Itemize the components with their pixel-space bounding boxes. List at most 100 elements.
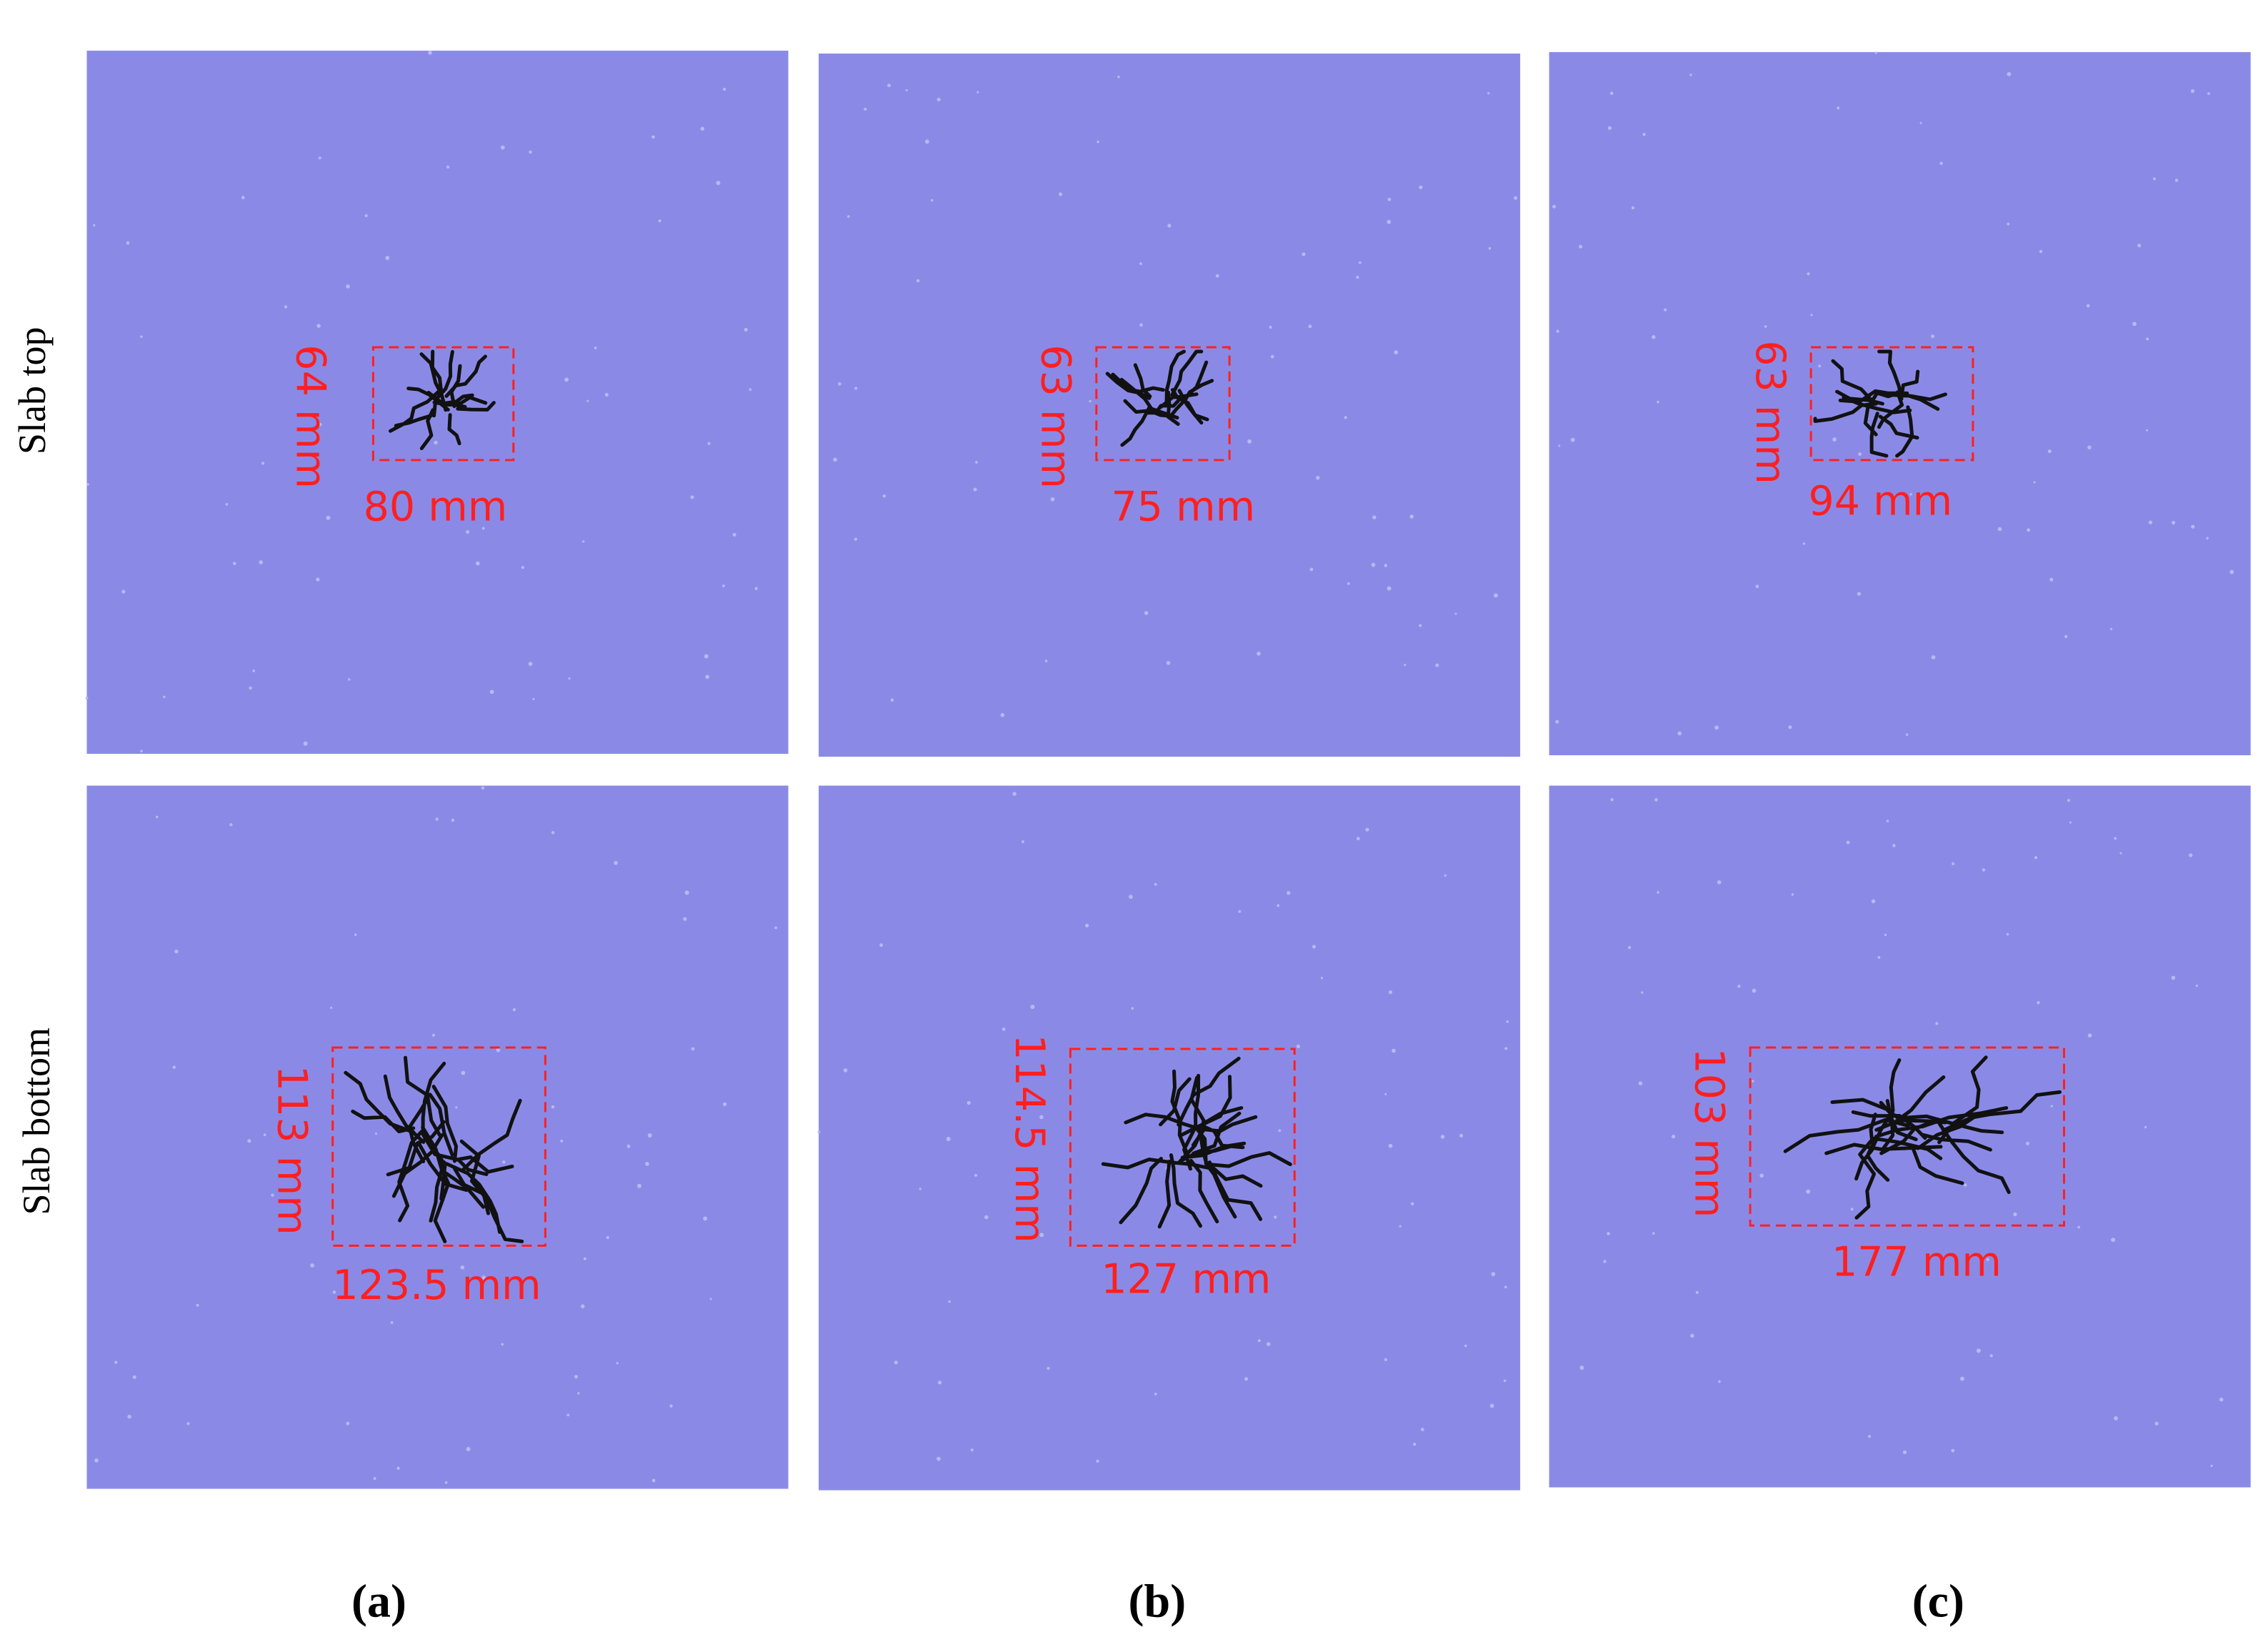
speckle [1089, 399, 1091, 403]
speckle [2067, 799, 2070, 802]
height-label: 114.5 mm [1006, 1034, 1053, 1243]
speckle [249, 686, 252, 690]
speckle [2064, 635, 2068, 638]
speckle [2174, 179, 2179, 182]
speckle [444, 1481, 448, 1484]
speckle [521, 566, 524, 569]
speckle [1788, 725, 1792, 730]
speckle [1959, 1376, 1964, 1381]
speckle [637, 1183, 641, 1188]
speckle [2027, 528, 2031, 532]
speckle [284, 305, 288, 309]
speckle [2037, 1001, 2040, 1005]
speckle [833, 457, 837, 462]
speckle [583, 1257, 586, 1260]
speckle [446, 165, 450, 169]
speckle [1874, 51, 1877, 54]
speckle [460, 1265, 465, 1270]
speckle [1579, 244, 1583, 249]
speckle [2210, 1464, 2213, 1468]
speckle [690, 495, 694, 499]
speckle [1359, 261, 1362, 264]
speckle [310, 1263, 315, 1268]
speckle [1610, 798, 1614, 802]
width-label: 75 mm [1111, 483, 1255, 530]
speckle [2229, 569, 2234, 574]
speckle [1506, 1020, 1509, 1023]
speckle [722, 584, 725, 587]
speckle [512, 1007, 516, 1012]
speckle [1982, 868, 1986, 872]
speckle [966, 1100, 971, 1105]
speckle [1989, 1354, 1993, 1358]
speckle [529, 150, 532, 154]
speckle [2191, 524, 2195, 529]
column-label: (c) [1912, 1576, 1964, 1628]
speckle [1257, 1339, 1261, 1343]
speckle [500, 145, 505, 150]
speckle [744, 327, 748, 332]
speckle [854, 387, 858, 390]
speckle [1752, 1080, 1754, 1083]
speckle [749, 388, 752, 392]
speckle [1302, 252, 1306, 257]
speckle [1931, 655, 1936, 660]
speckle [132, 1375, 136, 1379]
speckle [843, 1068, 848, 1073]
speckle [1558, 444, 1561, 447]
speckle [1807, 272, 1810, 276]
speckle [1312, 945, 1317, 949]
row-label: Slab bottom [15, 1027, 58, 1215]
speckle [1394, 350, 1399, 354]
speckle [364, 214, 368, 217]
speckle [481, 527, 485, 530]
speckle [1690, 1333, 1694, 1338]
speckle [2114, 837, 2117, 840]
speckle [532, 697, 535, 700]
speckle [1388, 990, 1393, 995]
speckle [1096, 140, 1099, 144]
speckle [936, 1456, 941, 1461]
speckle [528, 662, 533, 667]
speckle [1411, 1202, 1414, 1205]
speckle [1278, 1129, 1282, 1133]
speckle [2144, 1125, 2147, 1129]
speckle [2207, 92, 2210, 95]
speckle [936, 97, 941, 101]
speckle [489, 690, 494, 695]
speckle [1607, 1232, 1610, 1235]
speckle [1012, 792, 1016, 796]
speckle [560, 1139, 564, 1143]
speckle [86, 483, 89, 486]
speckle [1464, 1344, 1467, 1348]
speckle [2114, 1416, 2118, 1420]
speckle [346, 284, 350, 289]
speckle [976, 91, 979, 94]
speckle [1951, 1448, 1955, 1453]
speckle [229, 823, 233, 827]
speckle [948, 1300, 951, 1303]
speckle [1244, 1377, 1249, 1381]
speckle [974, 1173, 978, 1177]
speckle [1356, 837, 1360, 841]
speckle [385, 256, 390, 260]
speckle [186, 1422, 190, 1425]
speckle [1657, 400, 1659, 404]
speckle [606, 1235, 609, 1240]
speckle [1371, 562, 1376, 567]
panel: 63 mm 75 mm [819, 53, 1521, 757]
speckle [174, 949, 179, 954]
speckle [1858, 452, 1862, 457]
speckle [1603, 1260, 1607, 1263]
speckle [1413, 1443, 1417, 1446]
speckle [924, 139, 929, 144]
speckle [1167, 224, 1172, 228]
speckle [1810, 314, 1813, 317]
speckle [1489, 1403, 1494, 1408]
width-label: 127 mm [1101, 1256, 1271, 1303]
speckle [1296, 1044, 1301, 1048]
speckle [156, 815, 159, 819]
speckle [1877, 955, 1881, 959]
speckle [1931, 334, 1934, 339]
